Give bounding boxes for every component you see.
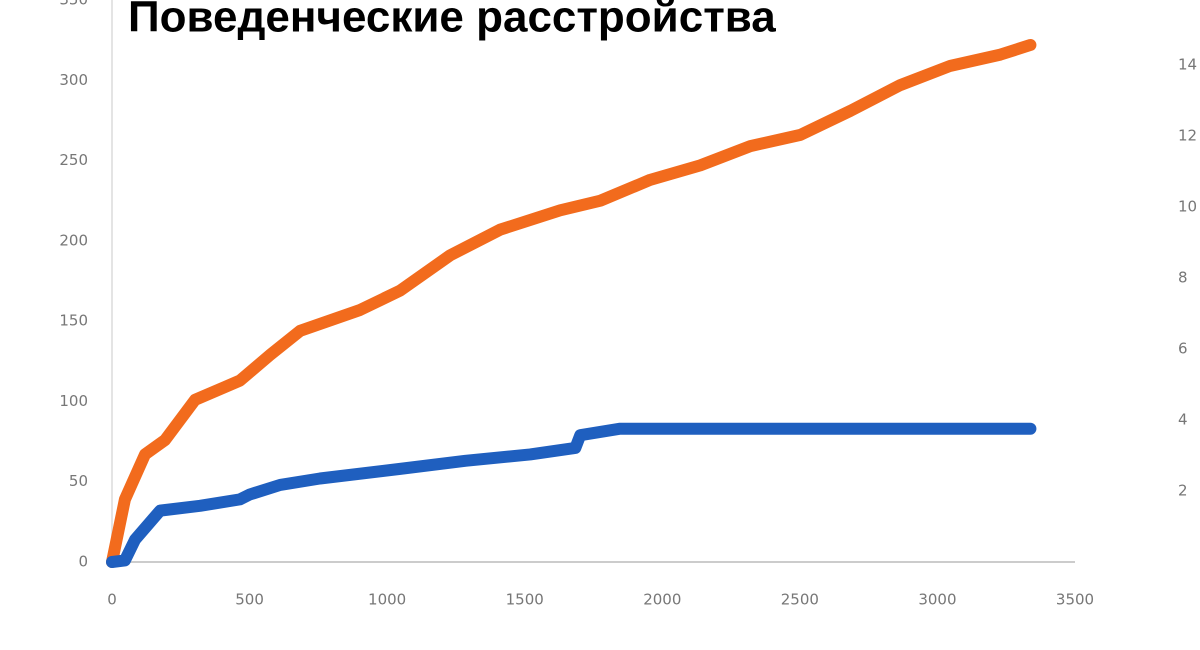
- x-tick-label: 3000: [918, 591, 956, 609]
- y-tick-label: 100: [59, 392, 88, 410]
- x-tick-label: 2500: [781, 591, 819, 609]
- y2-tick-label: 6: [1178, 339, 1188, 357]
- y2-tick-label: 12: [1178, 126, 1197, 144]
- x-tick-label: 1500: [506, 591, 544, 609]
- x-tick-label: 500: [235, 591, 264, 609]
- y-tick-label: 250: [59, 151, 88, 169]
- series-line: [106, 422, 1037, 568]
- y-tick-label: 0: [78, 553, 88, 571]
- x-tick-label: 0: [107, 591, 117, 609]
- chart-title: Поведенческие расстройства: [128, 0, 776, 42]
- y-tick-label: 300: [59, 71, 88, 89]
- y-tick-label: 350: [59, 0, 88, 9]
- series-line: [106, 38, 1037, 568]
- y2-tick-label: 8: [1178, 268, 1188, 286]
- y2-tick-label: 14: [1178, 55, 1197, 73]
- x-tick-label: 1000: [368, 591, 406, 609]
- y2-tick-label: 2: [1178, 481, 1188, 499]
- y-tick-label: 150: [59, 312, 88, 330]
- y2-tick-label: 10: [1178, 197, 1197, 215]
- x-tick-label: 3500: [1056, 591, 1094, 609]
- y2-tick-label: 4: [1178, 410, 1188, 428]
- y-tick-label: 200: [59, 231, 88, 249]
- x-tick-label: 2000: [643, 591, 681, 609]
- y-tick-label: 50: [69, 472, 88, 490]
